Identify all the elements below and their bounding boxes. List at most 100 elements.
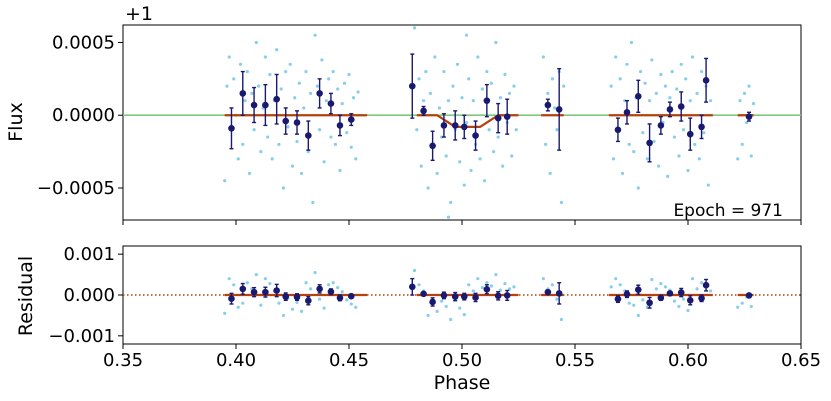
phase-x-tick-label: 0.65	[781, 350, 821, 371]
residual-raw-point	[462, 313, 466, 317]
flux-raw-point	[503, 72, 507, 77]
flux-raw-point	[356, 90, 360, 94]
flux-binned-point	[327, 100, 335, 107]
flux-raw-point	[550, 77, 555, 81]
flux-raw-point	[250, 91, 254, 95]
residual-raw-point	[277, 301, 281, 305]
flux-raw-point	[460, 96, 464, 100]
flux-binned-point	[273, 95, 280, 103]
flux-raw-point	[446, 99, 451, 103]
flux-binned-point	[702, 76, 710, 84]
flux-raw-point	[747, 84, 751, 88]
flux-raw-point	[654, 91, 658, 95]
flux-raw-point	[440, 135, 444, 139]
flux-raw-point	[279, 87, 283, 91]
flux-raw-point	[354, 157, 358, 161]
residual-raw-point	[498, 288, 503, 292]
flux-raw-point	[464, 33, 469, 37]
residual-raw-point	[512, 285, 516, 289]
flux-raw-point	[647, 99, 652, 103]
flux-raw-point	[223, 179, 227, 183]
residual-binned-point	[451, 293, 459, 300]
residual-raw-point	[659, 281, 663, 286]
flux-raw-point	[257, 84, 261, 88]
flux-raw-point	[686, 168, 690, 173]
flux-binned-point	[483, 97, 491, 104]
flux-raw-point	[324, 99, 328, 103]
flux-raw-point	[329, 135, 333, 139]
flux-raw-point	[327, 77, 331, 81]
flux-raw-point	[225, 84, 229, 88]
residual-binned-point	[614, 295, 622, 303]
flux-raw-point	[227, 55, 231, 59]
residual-raw-point	[458, 306, 462, 310]
flux-binned-point	[472, 132, 479, 139]
residual-raw-point	[259, 303, 263, 307]
residual-raw-point	[627, 301, 631, 305]
flux-raw-point	[238, 62, 243, 66]
flux-raw-point	[736, 157, 740, 161]
flux-raw-point	[241, 142, 245, 146]
residual-raw-point	[299, 309, 304, 313]
flux-raw-point	[308, 91, 313, 95]
phase-x-tick-label: 0.40	[216, 350, 256, 371]
flux-binned-point	[293, 119, 301, 126]
flux-raw-point	[498, 96, 503, 100]
flux-raw-point	[462, 183, 466, 187]
residual-raw-point	[489, 284, 493, 288]
residual-binned-point	[250, 288, 258, 296]
flux-raw-point	[620, 171, 625, 176]
flux-raw-point	[559, 200, 564, 205]
residual-raw-point	[223, 311, 227, 315]
flux-axis-title: Flux	[5, 102, 27, 142]
phase-axis-title: Phase	[434, 372, 491, 394]
flux-raw-point	[322, 160, 326, 164]
flux-raw-point	[275, 48, 279, 52]
flux-y-tick-label: 0.0000	[52, 105, 115, 126]
residual-binned-point	[646, 299, 653, 307]
flux-raw-point	[706, 183, 710, 187]
residual-raw-point	[345, 298, 349, 302]
flux-raw-point	[345, 131, 349, 135]
flux-raw-point	[697, 157, 701, 161]
residual-raw-point	[340, 290, 344, 294]
residual-raw-point	[541, 277, 545, 281]
residual-binned-point	[623, 290, 631, 298]
flux-raw-point	[659, 72, 663, 77]
flux-raw-point	[681, 128, 686, 132]
residual-raw-point	[641, 298, 645, 302]
residual-raw-point	[435, 309, 439, 313]
flux-binned-point	[614, 126, 622, 134]
residual-raw-point	[686, 308, 690, 313]
residual-raw-point	[354, 305, 358, 309]
flux-raw-point	[742, 91, 747, 95]
flux-raw-point	[663, 84, 668, 88]
flux-raw-point	[483, 179, 487, 183]
flux-binned-point	[440, 122, 448, 129]
flux-raw-point	[467, 77, 471, 81]
flux-raw-point	[243, 99, 247, 103]
flux-raw-point	[419, 164, 423, 168]
flux-raw-point	[333, 142, 338, 146]
residual-binned-point	[666, 290, 674, 297]
residual-binned-point	[239, 285, 247, 293]
residual-raw-point	[632, 303, 636, 307]
flux-binned-point	[336, 122, 344, 129]
residual-raw-point	[677, 304, 681, 309]
residual-binned-point	[420, 290, 427, 298]
residual-axis-title: Residual	[15, 256, 37, 336]
residual-binned-point	[316, 285, 323, 293]
flux-raw-point	[695, 91, 699, 95]
flux-binned-point	[250, 101, 258, 109]
flux-raw-point	[510, 154, 514, 158]
residual-raw-point	[699, 281, 704, 285]
flux-panel: +1 Epoch = 971 Flux 0.0005 0.0000 −0.0005	[5, 3, 802, 225]
flux-raw-point	[668, 96, 672, 100]
flux-binned-point	[420, 107, 427, 115]
residual-raw-point	[618, 283, 622, 287]
flux-panel-frame	[122, 24, 802, 221]
residual-binned-point	[544, 288, 552, 296]
residual-raw-point	[412, 268, 417, 273]
flux-raw-point	[442, 69, 446, 74]
flux-raw-point	[611, 157, 616, 161]
